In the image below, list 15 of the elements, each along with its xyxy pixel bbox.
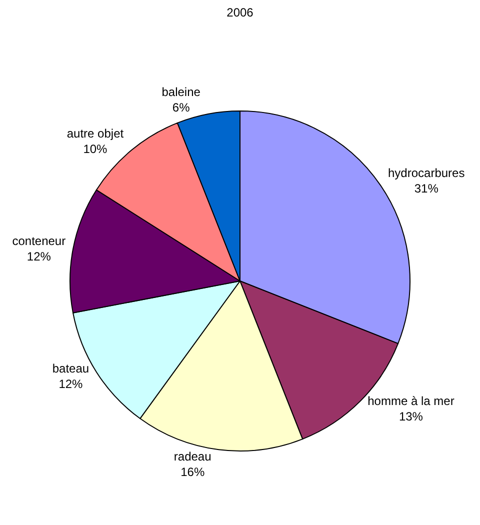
slice-label: baleine (162, 84, 201, 99)
data-label: 31% (414, 182, 439, 196)
slice-label: hydrocarbures (388, 166, 465, 180)
data-label: 13% (398, 409, 424, 424)
slice-label: homme à la mer (368, 394, 454, 408)
data-label: 12% (26, 249, 52, 264)
data-label: 12% (58, 377, 84, 392)
data-label: 16% (180, 465, 205, 480)
slice-label: autre objet (66, 126, 124, 140)
slice-label: bateau (52, 362, 90, 376)
chart-title: 2006 (226, 5, 254, 20)
data-label: 6% (172, 100, 190, 115)
slice-label: conteneur (12, 234, 66, 248)
slice-label: radeau (174, 449, 212, 464)
data-label: 10% (83, 142, 108, 156)
